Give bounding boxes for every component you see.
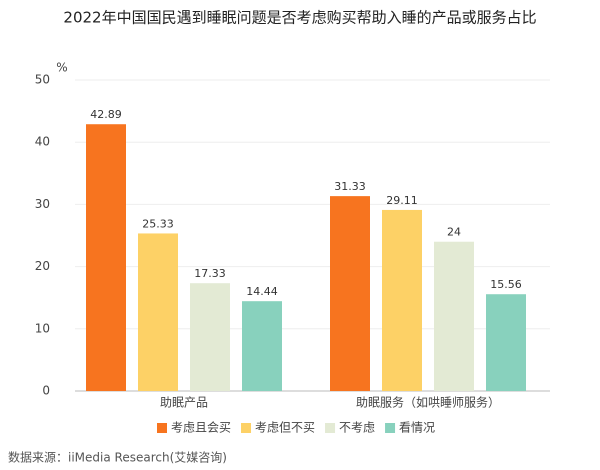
legend-label: 考虑但不买 [255,421,315,435]
x-tick-label: 助眠产品 [160,396,208,410]
source-note: 数据来源：iiMedia Research(艾媒咨询) [8,450,227,465]
value-label: 24 [447,226,461,239]
legend-label: 不考虑 [339,421,375,435]
legend-label: 考虑且会买 [171,421,231,435]
legend-swatch [325,423,336,433]
bar [382,209,422,391]
value-label: 14.44 [246,285,278,298]
bar [86,124,126,392]
y-tick-label: 40 [35,135,50,149]
legend-swatch [241,423,252,433]
y-tick-label: 50 [35,73,50,87]
y-tick-label: 20 [35,259,50,273]
y-tick-label: 30 [35,197,50,211]
bar [330,196,370,391]
unit-label: % [56,61,67,75]
y-tick-label: 10 [35,321,50,335]
bar [190,283,230,391]
value-label: 25.33 [142,217,174,230]
bar [486,294,526,391]
y-tick-label: 0 [42,384,50,398]
bar [138,233,178,391]
chart-title: 2022年中国国民遇到睡眠问题是否考虑购买帮助入睡的产品或服务占比 [63,9,536,27]
legend-swatch [385,423,396,433]
value-label: 15.56 [490,278,522,291]
value-label: 17.33 [194,267,226,280]
bar [242,301,282,391]
bar [434,241,474,391]
legend-swatch [157,423,167,433]
value-label: 29.11 [386,194,418,207]
x-tick-label: 助眠服务（如哄睡师服务） [356,395,500,410]
legend-label: 看情况 [399,421,435,435]
value-label: 42.89 [90,108,122,121]
value-label: 31.33 [334,180,366,193]
